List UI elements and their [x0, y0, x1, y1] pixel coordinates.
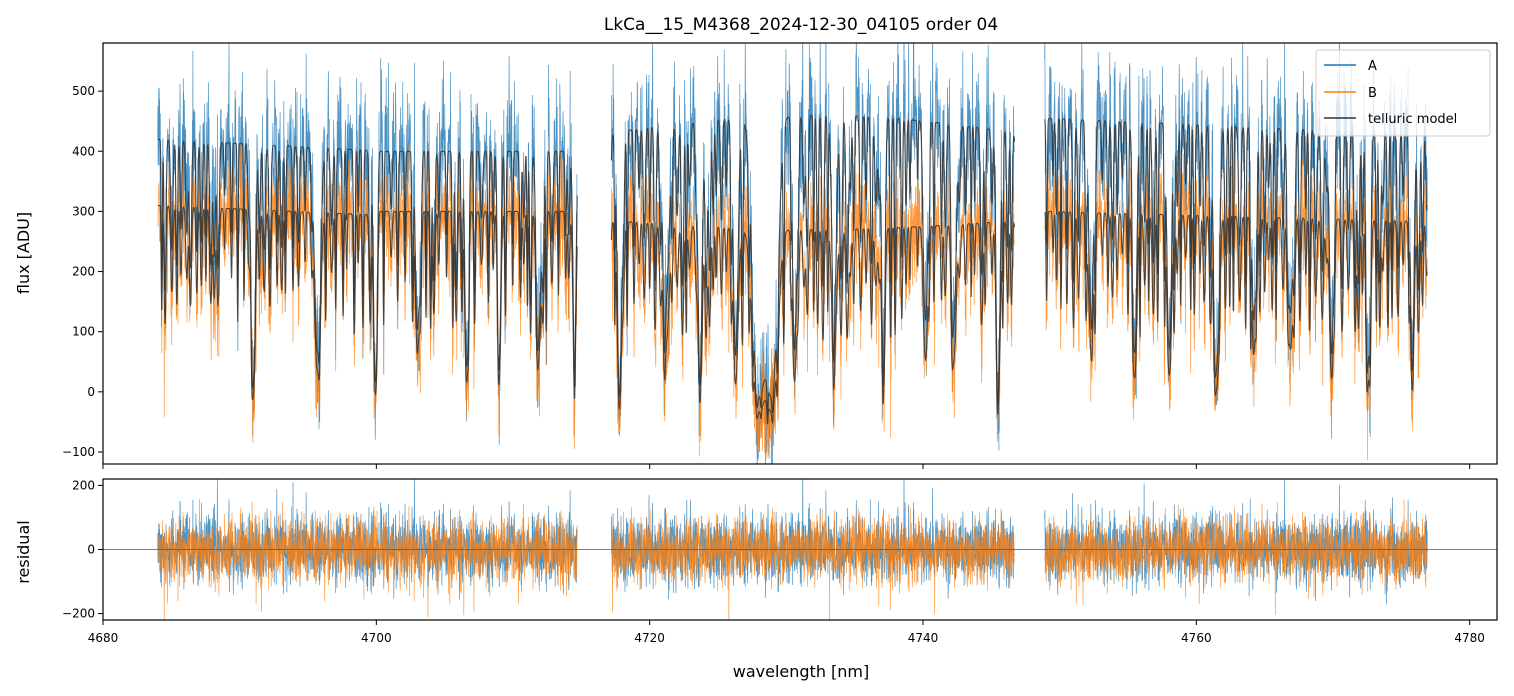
x-tick-label: 4780	[1454, 631, 1485, 645]
legend-label-a: A	[1368, 59, 1377, 74]
flux-y-tick-label: 0	[87, 385, 95, 399]
flux-x-ticks	[102, 464, 1471, 469]
model-a-segment-3	[1044, 117, 1428, 379]
legend: A B telluric model	[1315, 49, 1491, 137]
residual-y-label: residual	[14, 520, 33, 583]
chart-title: LkCa__15_M4368_2024-12-30_04105 order 04	[604, 15, 998, 35]
x-tick-label: 4740	[908, 631, 939, 645]
x-tick-label: 4700	[361, 631, 392, 645]
flux-y-tick-label: −100	[62, 445, 95, 459]
residual-panel: −200 0 200 4680 4700 4720 4740 4760 4780 residu…	[14, 478, 1498, 645]
flux-y-tick-label: 400	[72, 144, 95, 158]
flux-axes-frame	[102, 42, 1498, 465]
residual-b-segment-1	[157, 498, 578, 620]
flux-y-tick-label: 300	[72, 204, 95, 218]
flux-y-tick-label: 200	[72, 265, 95, 279]
residual-y-tick-label: −200	[62, 607, 95, 621]
model-b-segment-2	[610, 221, 1016, 425]
flux-y-tick-label: 100	[72, 325, 95, 339]
residual-plot-area	[103, 479, 1497, 620]
residual-b-segment-3	[1044, 500, 1428, 616]
legend-label-model: telluric model	[1368, 112, 1457, 127]
legend-box	[1315, 49, 1491, 137]
residual-x-axis: 4680 4700 4720 4740 4760 4780	[88, 620, 1485, 645]
residual-y-tick-label: 200	[72, 478, 95, 492]
x-tick-label: 4760	[1181, 631, 1212, 645]
model-a-segment-1	[157, 138, 578, 389]
model-b-segment-1	[157, 204, 578, 401]
x-axis-label: wavelength [nm]	[733, 662, 870, 681]
x-tick-label: 4680	[88, 631, 119, 645]
legend-label-b: B	[1368, 86, 1377, 101]
flux-y-label: flux [ADU]	[14, 212, 33, 294]
flux-y-tick-label: 500	[72, 84, 95, 98]
flux-panel: −100 0 100 200 300 400 500 flux [ADU] A B tell…	[14, 42, 1498, 469]
residual-b-segment-2	[611, 507, 1015, 620]
x-tick-label: 4720	[634, 631, 665, 645]
residual-y-axis: −200 0 200	[62, 478, 103, 621]
residual-y-tick-label: 0	[87, 543, 95, 557]
flux-y-axis: −100 0 100 200 300 400 500	[62, 84, 103, 459]
flux-plot-area	[157, 43, 1428, 464]
model-a-segment-2	[610, 114, 1016, 416]
model-b-segment-3	[1044, 210, 1428, 397]
